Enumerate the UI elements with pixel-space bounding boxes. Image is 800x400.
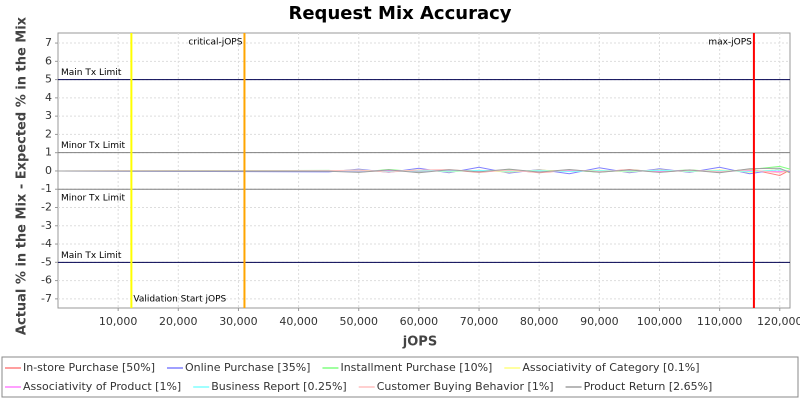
- legend-label: Business Report [0.25%]: [211, 380, 347, 393]
- y-tick-label: -6: [41, 274, 52, 287]
- y-axis-label: Actual % in the Mix - Expected % in the …: [15, 16, 30, 335]
- x-tick-label: 30,000: [219, 315, 258, 328]
- legend-label: In-store Purchase [50%]: [23, 361, 155, 374]
- y-tick-label: 3: [45, 109, 52, 122]
- x-tick-label: 40,000: [279, 315, 318, 328]
- marker-label: Validation Start jOPS: [133, 295, 226, 305]
- x-tick-label: 50,000: [339, 315, 378, 328]
- limit-label: Minor Tx Limit: [61, 141, 126, 151]
- x-tick-label: 80,000: [520, 315, 559, 328]
- y-tick-label: -5: [41, 255, 52, 268]
- marker-label: max-jOPS: [708, 38, 752, 48]
- legend-label: Product Return [2.65%]: [584, 380, 713, 393]
- marker-label: critical-jOPS: [188, 38, 242, 48]
- legend-label: Associativity of Category [0.1%]: [522, 361, 699, 374]
- legend-label: Customer Buying Behavior [1%]: [377, 380, 554, 393]
- x-tick-label: 10,000: [99, 315, 138, 328]
- y-tick-label: 5: [45, 73, 52, 86]
- y-tick-label: -4: [41, 237, 52, 250]
- y-tick-label: -7: [41, 292, 52, 305]
- x-tick-label: 110,000: [697, 315, 743, 328]
- x-tick-label: 90,000: [580, 315, 619, 328]
- x-tick-label: 70,000: [460, 315, 499, 328]
- series-line: [57, 167, 791, 174]
- legend-label: Associativity of Product [1%]: [23, 380, 181, 393]
- y-tick-label: 1: [45, 146, 52, 159]
- x-tick-label: 60,000: [400, 315, 439, 328]
- legend-label: Installment Purchase [10%]: [340, 361, 492, 374]
- y-tick-label: 4: [45, 91, 52, 104]
- legend-box: [1, 356, 799, 398]
- y-tick-label: 6: [45, 54, 52, 67]
- y-tick-label: -1: [41, 182, 52, 195]
- x-tick-label: 100,000: [637, 315, 683, 328]
- legend-label: Online Purchase [35%]: [185, 361, 310, 374]
- y-tick-label: -3: [41, 219, 52, 232]
- limit-label: Minor Tx Limit: [61, 194, 126, 204]
- y-tick-label: 2: [45, 127, 52, 140]
- y-tick-label: 0: [45, 164, 52, 177]
- limit-label: Main Tx Limit: [61, 251, 122, 261]
- x-axis-label: jOPS: [402, 335, 437, 350]
- limit-label: Main Tx Limit: [61, 68, 122, 78]
- chart-title: Request Mix Accuracy: [288, 3, 511, 24]
- y-tick-label: 7: [45, 36, 52, 49]
- x-tick-label: 120,000: [757, 315, 800, 328]
- y-tick-label: -2: [41, 201, 52, 214]
- x-tick-label: 20,000: [159, 315, 198, 328]
